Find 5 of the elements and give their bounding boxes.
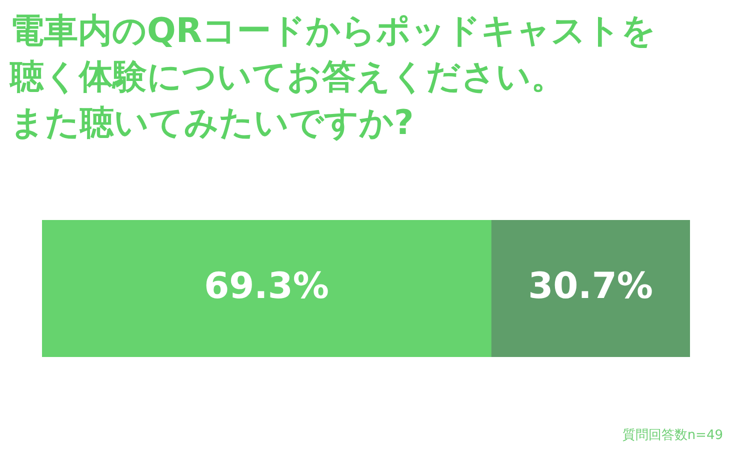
data-label: 30.7%	[528, 266, 653, 307]
chart-title: 電車内のQRコードからポッドキャストを聴く体験についてお答えください。	[10, 10, 658, 99]
text: 質問回答数n=49	[622, 427, 723, 444]
chart-subtitle: また聴いてみたいですか?	[10, 102, 414, 145]
data-label: 69.3%	[204, 266, 329, 307]
